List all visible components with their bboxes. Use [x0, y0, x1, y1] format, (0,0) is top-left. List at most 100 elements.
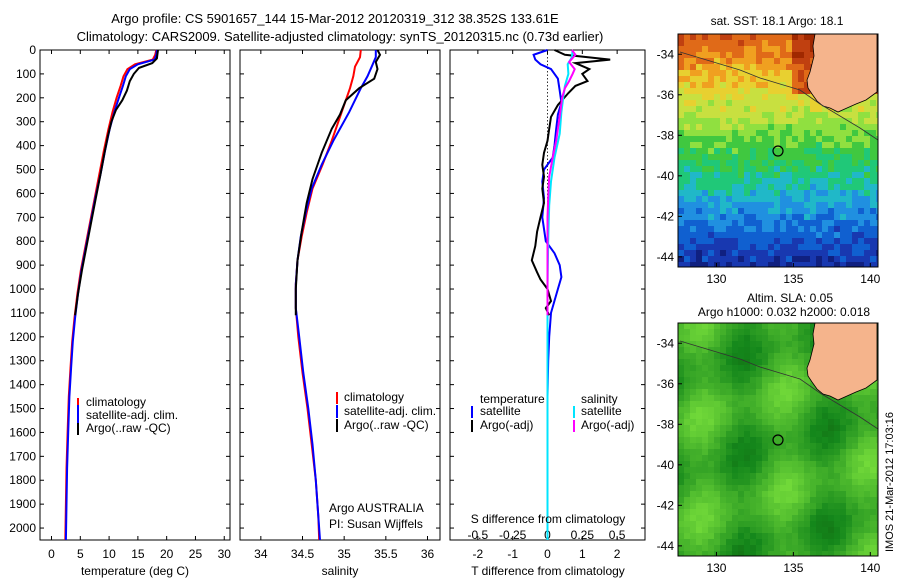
sla-cell [816, 455, 823, 462]
sst-cell [690, 100, 697, 107]
sst-cell [828, 220, 835, 227]
sst-cell [870, 148, 877, 155]
sla-cell [786, 467, 793, 474]
sst-cell [726, 214, 733, 221]
sst-cell [696, 160, 703, 167]
sst-cell [750, 220, 757, 227]
sst-cell [822, 208, 829, 215]
sla-cell [756, 503, 763, 510]
sst-cell [708, 202, 715, 209]
sla-cell [810, 533, 817, 540]
sla-cell [762, 341, 769, 348]
sst-cell [684, 70, 691, 77]
sst-cell [768, 190, 775, 197]
sla-cell [690, 377, 697, 384]
sst-cell [828, 118, 835, 125]
sst-cell [744, 52, 751, 59]
sst-cell [846, 208, 853, 215]
sla-cell [726, 371, 733, 378]
sst-cell [858, 148, 865, 155]
sla-cell [804, 473, 811, 480]
sla-cell [762, 533, 769, 540]
sla-cell [720, 419, 727, 426]
sla-cell [708, 323, 715, 330]
sst-cell [726, 184, 733, 191]
sst-cell [696, 250, 703, 257]
sst-cell [702, 250, 709, 257]
sla-cell [690, 527, 697, 534]
sla-cell [786, 329, 793, 336]
sst-cell [774, 220, 781, 227]
sla-cell [684, 479, 691, 486]
sla-cell [708, 545, 715, 552]
sst-cell [708, 142, 715, 149]
sst-cell [828, 124, 835, 131]
sla-cell [750, 353, 757, 360]
sst-cell [870, 118, 877, 125]
sst-cell [822, 220, 829, 227]
sla-cell [684, 323, 691, 330]
sla-cell [708, 479, 715, 486]
series-line [546, 49, 574, 540]
sst-cell [792, 88, 799, 95]
sla-cell [774, 539, 781, 546]
sla-cell [708, 503, 715, 510]
sla-cell [864, 449, 871, 456]
sst-cell [750, 112, 757, 119]
sla-cell [810, 431, 817, 438]
sst-cell [810, 178, 817, 185]
sst-cell [768, 238, 775, 245]
sla-cell [708, 449, 715, 456]
sst-cell [684, 250, 691, 257]
sst-cell [858, 256, 865, 263]
sla-cell [726, 497, 733, 504]
sst-cell [828, 106, 835, 113]
sst-cell [774, 238, 781, 245]
sla-cell [756, 323, 763, 330]
depth-tick-label: 1400 [9, 378, 36, 392]
sst-cell [840, 178, 847, 185]
sst-cell [840, 238, 847, 245]
sla-cell [702, 539, 709, 546]
sla-cell [756, 479, 763, 486]
sla-cell [690, 467, 697, 474]
sst-cell [840, 118, 847, 125]
sst-cell [750, 52, 757, 59]
sla-cell [804, 539, 811, 546]
sla-cell [756, 539, 763, 546]
sst-cell [720, 52, 727, 59]
sst-cell [798, 136, 805, 143]
sla-cell [690, 335, 697, 342]
sst-cell [804, 202, 811, 209]
sst-cell [750, 88, 757, 95]
sla-cell [858, 449, 865, 456]
sst-cell [720, 208, 727, 215]
sla-cell [804, 509, 811, 516]
sst-cell [780, 262, 787, 267]
sla-cell [804, 425, 811, 432]
sst-cell [810, 184, 817, 191]
sst-cell [822, 244, 829, 251]
sst-cell [696, 112, 703, 119]
sst-cell [702, 238, 709, 245]
sst-cell [852, 220, 859, 227]
depth-tick-label: 700 [16, 210, 36, 224]
sst-cell [726, 88, 733, 95]
sst-cell [702, 160, 709, 167]
sst-cell [756, 154, 763, 161]
sst-cell [732, 52, 739, 59]
sst-cell [774, 196, 781, 203]
sla-cell [762, 425, 769, 432]
sla-cell [726, 323, 733, 330]
sst-cell [684, 82, 691, 89]
sst-cell [738, 190, 745, 197]
sst-cell [750, 184, 757, 191]
sla-cell [738, 503, 745, 510]
map-x-tick-label: 140 [860, 561, 880, 575]
sst-cell [744, 64, 751, 71]
sst-cell [798, 94, 805, 101]
sla-cell [828, 503, 835, 510]
sla-cell [846, 413, 853, 420]
sla-cell [738, 323, 745, 330]
sla-cell [762, 551, 769, 556]
